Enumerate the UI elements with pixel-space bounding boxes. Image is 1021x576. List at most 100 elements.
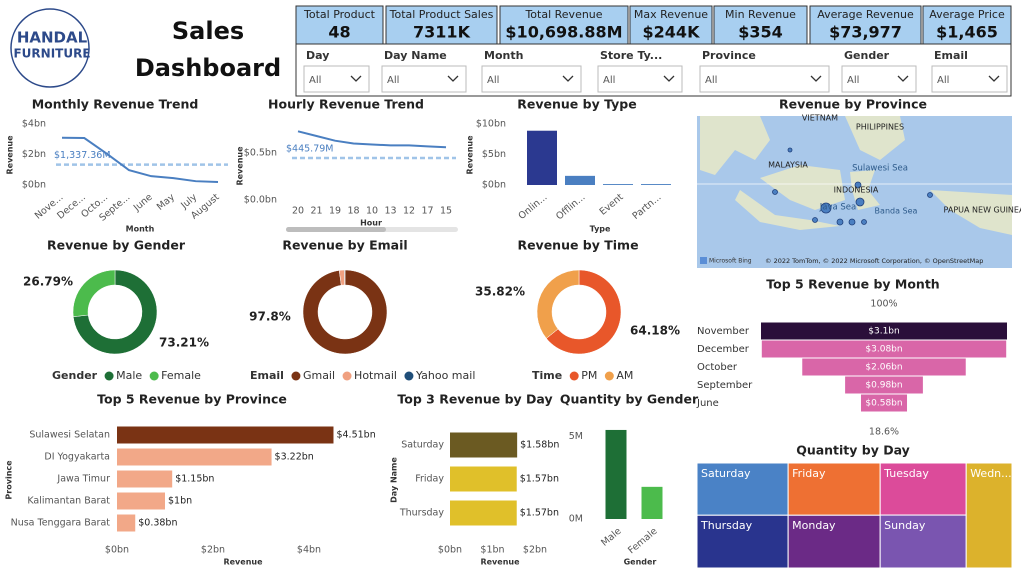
y-tick-label: $4bn: [22, 119, 46, 130]
map-bubble: [848, 218, 856, 226]
y-tick-label: Kalimantan Barat: [27, 496, 110, 507]
y-axis-label: Revenue: [236, 146, 245, 186]
funnel-bottom-label: 18.6%: [869, 427, 899, 438]
dashboard-title: Sales Dashboard: [134, 17, 282, 82]
x-tick-label: Male: [599, 526, 623, 549]
filter-dropdown[interactable]: All: [841, 65, 917, 93]
funnel-category: June: [696, 398, 719, 409]
treemap-tile: [787, 514, 881, 569]
legend-swatch: [604, 371, 614, 381]
data-label: $1bn: [168, 496, 192, 507]
kpi-label: Average Revenue: [817, 8, 914, 21]
legend-label: Yahoo mail: [415, 369, 475, 382]
filter-value: All: [705, 75, 717, 86]
filter-label: Month: [484, 49, 523, 62]
funnel-bar: [860, 394, 908, 412]
filter-dropdown[interactable]: All: [597, 65, 683, 93]
data-label: $3.22bn: [275, 452, 314, 463]
filter-value: All: [309, 75, 321, 86]
kpi-card: [629, 5, 713, 45]
x-tick-label: Female: [626, 526, 660, 557]
kpi-label: Average Price: [929, 8, 1005, 21]
legend-swatch: [104, 371, 114, 381]
chart-title: Revenue by Gender: [47, 238, 186, 253]
chevron: [447, 75, 459, 82]
funnel-category: December: [697, 344, 750, 355]
chart-title: Quantity by Day: [796, 443, 910, 458]
treemap-label: Monday: [792, 519, 836, 532]
filter-dropdown[interactable]: All: [699, 65, 830, 93]
x-tick-label: 21: [310, 206, 322, 217]
kpi-value: $1,465: [936, 23, 998, 42]
filter-value: All: [387, 75, 399, 86]
donut-slice: [545, 269, 622, 355]
filter-label: Gender: [844, 49, 890, 62]
y-tick-label: 0M: [569, 514, 583, 525]
treemap-tile: [696, 514, 789, 569]
line-series: [61, 136, 219, 183]
bar: [603, 184, 633, 185]
y-tick-label: 5M: [569, 431, 583, 442]
data-label: 64.18%: [630, 324, 680, 338]
chart-title: Monthly Revenue Trend: [32, 97, 199, 112]
x-tick-label: May: [155, 192, 177, 213]
y-axis-label: Revenue: [6, 135, 15, 175]
funnel-category: September: [697, 380, 753, 391]
bar: [450, 466, 517, 492]
filter-dropdown[interactable]: All: [381, 65, 467, 93]
chevron: [350, 75, 362, 82]
chart-title: Top 3 Revenue by Day: [397, 392, 552, 407]
bar: [641, 184, 671, 185]
chart-title: Top 5 Revenue by Province: [97, 392, 287, 407]
scroll-thumb[interactable]: [286, 227, 386, 232]
filter-dropdown[interactable]: All: [303, 65, 370, 93]
data-label: 97.8%: [249, 310, 291, 324]
funnel-bar: [845, 376, 923, 394]
map-bubble: [855, 197, 865, 207]
bar: [605, 429, 627, 519]
map-attribution: © 2022 TomTom, © 2022 Microsoft Corporat…: [765, 257, 983, 265]
donut-slice: [72, 269, 116, 317]
dropdown-box: [597, 65, 683, 93]
bing-logo: [700, 257, 707, 264]
x-tick-label: Onlin...: [517, 192, 550, 222]
data-label: $3.1bn: [868, 327, 899, 337]
x-tick-label: $2bn: [201, 545, 225, 556]
dropdown-box: [381, 65, 467, 93]
x-tick-label: Event: [598, 192, 626, 218]
filter-label: Day Name: [384, 49, 447, 62]
map-bubble: [836, 218, 844, 226]
filter-dropdown[interactable]: All: [931, 65, 1008, 93]
treemap-tile: [787, 462, 881, 516]
y-tick-label: Saturday: [401, 440, 444, 451]
bar: [117, 448, 272, 466]
chart-title: Revenue by Province: [779, 97, 927, 112]
x-tick-label: 12: [403, 206, 415, 217]
y-tick-label: Thursday: [399, 508, 445, 519]
chevron: [663, 75, 675, 82]
y-tick-label: $5bn: [482, 149, 506, 160]
funnel-bar: [802, 358, 966, 376]
chart-title: Revenue by Email: [282, 238, 407, 253]
filter-label: Email: [934, 49, 968, 62]
treemap-label: Sunday: [884, 519, 926, 532]
y-tick-label: Jawa Timur: [56, 474, 110, 485]
funnel-bar: [761, 340, 1007, 358]
filter-dropdown[interactable]: All: [481, 65, 582, 93]
bar: [565, 175, 595, 185]
y-tick-label: $0bn: [22, 180, 46, 191]
kpi-card: [385, 5, 498, 45]
data-label: $1.15bn: [175, 474, 214, 485]
legend-swatch: [404, 371, 414, 381]
data-label: $1.57bn: [520, 508, 559, 519]
kpi-card: [295, 5, 384, 45]
x-tick-label: $0bn: [105, 545, 129, 556]
map-bubble: [812, 217, 818, 223]
map-place: MALAYSIA: [768, 161, 808, 170]
kpi-value: 48: [328, 23, 350, 42]
data-label: $1.58bn: [520, 440, 559, 451]
legend-title: Time: [532, 369, 562, 382]
donut-slice: [72, 269, 158, 355]
kpi-card: [922, 5, 1012, 45]
